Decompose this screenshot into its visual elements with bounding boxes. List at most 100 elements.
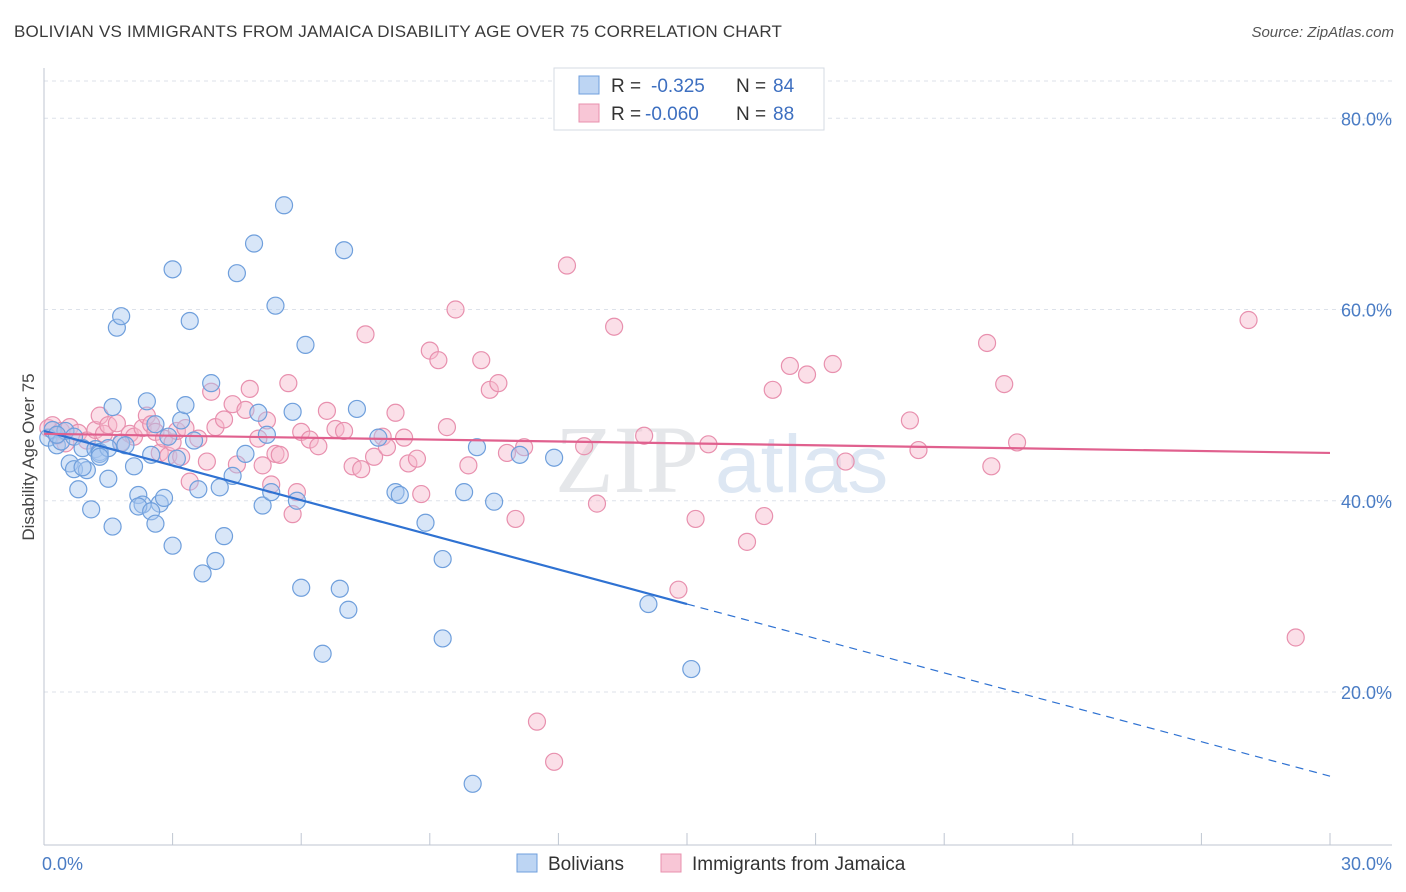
bolivians-point (510, 445, 529, 464)
bolivians-point (545, 448, 564, 467)
bolivians-point (82, 500, 101, 519)
stats-n-value-bolivians: 84 (773, 76, 795, 97)
jamaica-point (407, 449, 427, 468)
y-tick-label-0: 20.0% (1341, 683, 1392, 703)
bottom-legend-swatch-bolivians (516, 853, 538, 873)
bolivians-point (176, 396, 195, 415)
bolivians-point (214, 527, 234, 546)
bolivians-point (103, 397, 122, 417)
bottom-legend-label-jamaica: Immigrants from Jamaica (692, 854, 906, 875)
series-bolivians-points (39, 196, 701, 793)
bolivians-point (334, 241, 354, 260)
bolivians-point (266, 296, 285, 315)
jamaica-point (587, 494, 607, 513)
jamaica-point (399, 454, 418, 473)
bolivians-point (73, 458, 92, 477)
jamaica-point (755, 506, 774, 526)
jamaica-point (780, 356, 799, 376)
jamaica-point (977, 333, 997, 353)
bolivians-point (73, 439, 92, 458)
stats-n-label-jamaica: N = (736, 104, 766, 125)
bolivians-point (137, 392, 156, 411)
bolivians-point (189, 480, 208, 499)
jamaica-point (279, 374, 298, 393)
jamaica-point (909, 440, 928, 460)
bolivians-point (296, 335, 315, 354)
jamaica-point (995, 374, 1014, 394)
jamaica-point (900, 411, 920, 430)
bolivians-point (433, 629, 452, 648)
bolivians-point (257, 425, 277, 444)
bolivians-point (163, 260, 182, 279)
jamaica-point (429, 351, 448, 370)
bolivians-point (244, 234, 264, 253)
chart-title: BOLIVIAN VS IMMIGRANTS FROM JAMAICA DISA… (14, 22, 783, 41)
bolivians-point (146, 415, 165, 434)
jamaica-point (249, 429, 268, 448)
jamaica-point (669, 580, 688, 599)
jamaica-point (394, 428, 414, 447)
jamaica-point (446, 300, 465, 319)
jamaica-point (283, 505, 302, 524)
y-tick-label-1: 40.0% (1341, 492, 1392, 512)
bolivians-point (454, 483, 474, 502)
bolivians-point (236, 444, 255, 463)
trend-lines (43, 429, 1331, 777)
y-tick-label-3: 80.0% (1341, 109, 1392, 129)
stats-r-value-bolivians: -0.325 (651, 76, 705, 97)
jamaica-point (823, 354, 842, 374)
jamaica-point (1286, 628, 1305, 647)
jamaica-point (737, 532, 757, 551)
trend-line-jamaica (43, 432, 1331, 455)
bolivians-point (249, 403, 268, 422)
jamaica-point (686, 509, 705, 529)
bolivians-point (347, 399, 367, 419)
bolivians-point (467, 438, 487, 457)
jamaica-point (557, 256, 577, 275)
jamaica-point (836, 452, 855, 471)
bolivians-point (184, 431, 204, 450)
bolivians-point (463, 774, 482, 793)
watermark-atlas: atlas (715, 419, 888, 510)
bolivians-point (416, 513, 435, 532)
stats-r-label-bolivians: R = (611, 76, 641, 97)
bolivians-point (124, 457, 144, 476)
y-tick-labels: 20.0% 40.0% 60.0% 80.0% (1341, 109, 1392, 703)
series-jamaica-points (39, 256, 1305, 771)
jamaica-point (334, 421, 354, 441)
bolivians-point (433, 549, 452, 569)
stats-r-value-jamaica: -0.060 (645, 104, 699, 125)
jamaica-point (797, 365, 817, 384)
bolivians-point (339, 600, 358, 619)
jamaica-point (472, 351, 491, 370)
jamaica-point (253, 456, 272, 475)
stats-legend-swatch-jamaica (578, 103, 600, 123)
jamaica-point (605, 317, 624, 336)
jamaica-point (982, 457, 1001, 476)
bolivians-point (90, 447, 109, 466)
bolivians-point (146, 514, 165, 533)
x-tick-marks (172, 833, 1331, 845)
bolivians-point (99, 469, 118, 488)
trend-line-bolivians (43, 429, 688, 606)
bottom-legend-swatch-jamaica (660, 853, 682, 873)
trend-line-bolivians-extrapolated (686, 603, 1331, 777)
bolivians-point (682, 659, 701, 679)
bolivians-point (193, 564, 212, 583)
bolivians-point (283, 402, 302, 421)
bolivians-point (112, 307, 131, 326)
jamaica-point (364, 447, 384, 466)
jamaica-point (356, 325, 375, 344)
bolivians-point (163, 536, 182, 555)
jamaica-point (437, 418, 457, 437)
stats-legend-swatch-bolivians (578, 75, 600, 95)
jamaica-point (1239, 310, 1258, 330)
bottom-legend-label-bolivians: Bolivians (548, 854, 624, 875)
watermark-zip: ZIP (555, 406, 699, 513)
bolivians-point (206, 551, 225, 571)
jamaica-point (489, 374, 508, 393)
bolivians-point (103, 517, 122, 536)
bolivians-point (274, 196, 294, 215)
y-tick-label-2: 60.0% (1341, 301, 1392, 321)
